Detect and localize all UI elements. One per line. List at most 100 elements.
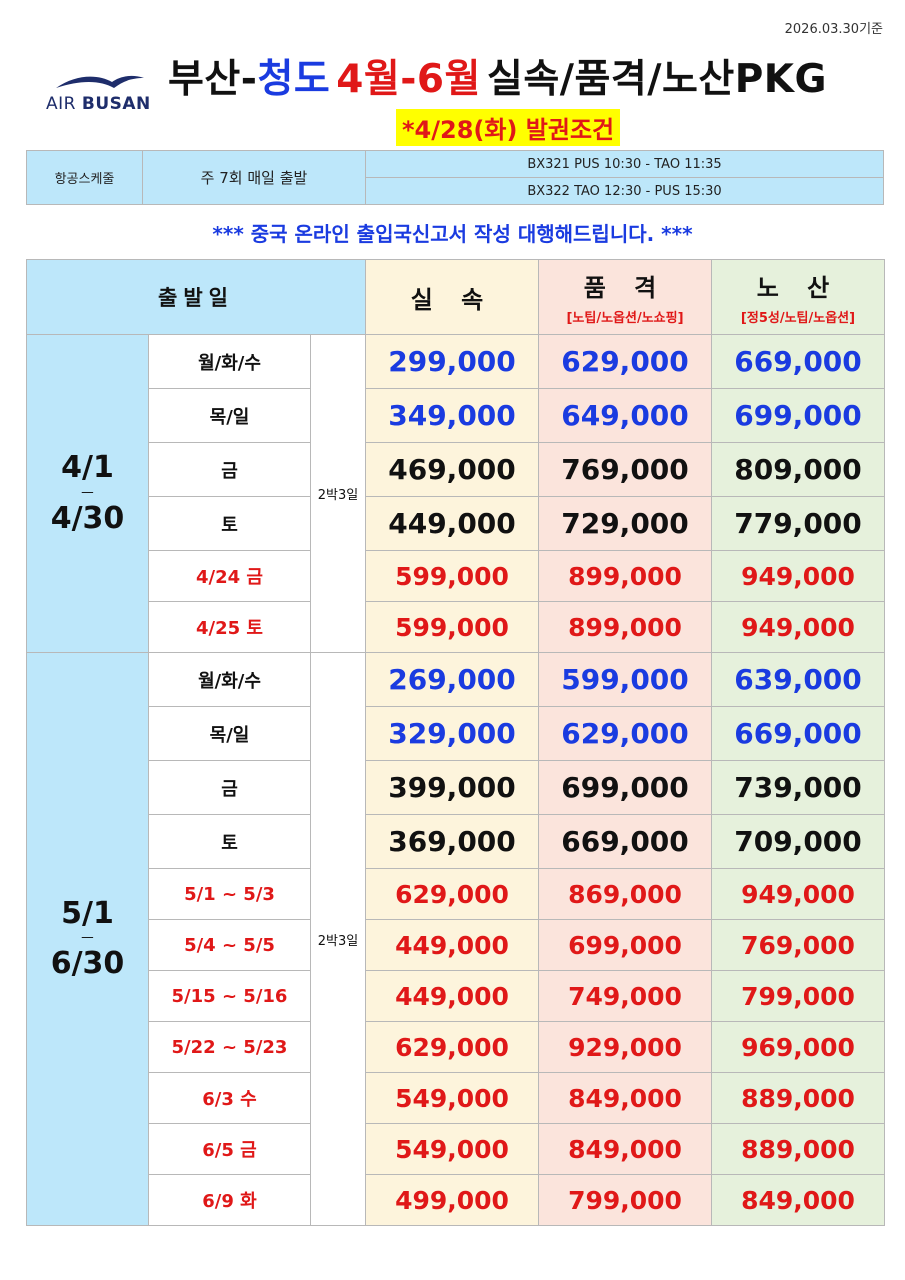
table-row: 4/25 토 599,000 899,000 949,000 [27, 601, 885, 653]
price-noshop: 799,000 [711, 970, 885, 1022]
departure-day: 토 [148, 814, 311, 869]
title-period: 4월-6월 [336, 57, 481, 102]
table-row: 5/15 ~ 5/16 449,000 749,000 799,000 [27, 970, 885, 1022]
price-premium: 729,000 [538, 496, 712, 551]
price-noshop: 699,000 [711, 388, 885, 443]
price-basic: 369,000 [365, 814, 539, 869]
price-basic: 599,000 [365, 550, 539, 602]
logo-text-busan: BUSAN [81, 94, 151, 114]
header-premium-label: 품 격 [583, 274, 667, 302]
price-noshop: 889,000 [711, 1072, 885, 1124]
logo-text-air: AIR [46, 94, 76, 114]
header-premium: 품 격 [노팁/노옵션/노쇼핑] [538, 259, 712, 335]
departure-day: 5/1 ~ 5/3 [148, 868, 311, 920]
price-premium: 849,000 [538, 1072, 712, 1124]
price-premium: 799,000 [538, 1174, 712, 1226]
price-basic: 499,000 [365, 1174, 539, 1226]
price-noshop: 969,000 [711, 1021, 885, 1073]
table-row: 5/1 ㅡ 6/30 월/화/수 2박3일 269,000 599,000 639,000 [26, 652, 885, 1226]
price-noshop: 849,000 [711, 1174, 885, 1226]
departure-day: 목/일 [148, 388, 311, 443]
price-premium: 699,000 [538, 760, 712, 815]
table-row: 토 369,000 669,000 709,000 [27, 814, 885, 869]
table-row: 5/22 ~ 5/23 629,000 929,000 969,000 [27, 1021, 885, 1073]
table-row: 5/1 ~ 5/3 629,000 869,000 949,000 [27, 868, 885, 920]
price-noshop: 769,000 [711, 919, 885, 971]
departure-day: 금 [148, 442, 311, 497]
price-premium: 869,000 [538, 868, 712, 920]
table-row: 목/일 349,000 649,000 699,000 [27, 388, 885, 443]
price-basic: 299,000 [365, 334, 539, 389]
price-basic: 449,000 [365, 970, 539, 1022]
price-noshop: 949,000 [711, 601, 885, 653]
price-premium: 899,000 [538, 550, 712, 602]
price-premium: 749,000 [538, 970, 712, 1022]
price-basic: 549,000 [365, 1072, 539, 1124]
price-table: 출발일 실 속 품 격 [노팁/노옵션/노쇼핑] 노 산 [정5성/노팁/노옵션… [26, 259, 885, 1226]
price-basic: 599,000 [365, 601, 539, 653]
departure-day: 5/22 ~ 5/23 [148, 1021, 311, 1073]
departure-day: 6/9 화 [148, 1174, 311, 1226]
table-row: 토 449,000 729,000 779,000 [27, 496, 885, 551]
table-row: 5/4 ~ 5/5 449,000 699,000 769,000 [27, 919, 885, 971]
price-noshop: 639,000 [711, 652, 885, 707]
price-basic: 449,000 [365, 919, 539, 971]
period-start: 5/1 [61, 895, 114, 931]
arrival-card-notice: *** 중국 온라인 출입국신고서 작성 대행해드립니다. *** [212, 222, 693, 246]
table-row: 금 469,000 769,000 809,000 [27, 442, 885, 497]
period-dash: ㅡ [81, 485, 94, 502]
page-title: 부산-청도 4월-6월 실속/품격/노산PKG [168, 48, 827, 104]
table-row: 6/3 수 549,000 849,000 889,000 [27, 1072, 885, 1124]
price-basic: 329,000 [365, 706, 539, 761]
period-start: 4/1 [61, 450, 114, 485]
departure-day: 5/4 ~ 5/5 [148, 919, 311, 971]
seagull-logo-icon [56, 75, 144, 88]
header-basic-label: 실 속 [410, 285, 494, 314]
price-noshop: 739,000 [711, 760, 885, 815]
price-premium: 849,000 [538, 1123, 712, 1175]
price-premium: 649,000 [538, 388, 712, 443]
price-premium: 899,000 [538, 601, 712, 653]
table-row: 6/9 화 499,000 799,000 849,000 [27, 1174, 885, 1226]
departure-day: 5/15 ~ 5/16 [148, 970, 311, 1022]
flight-outbound: BX321 PUS 10:30 - TAO 11:35 [365, 150, 884, 178]
period-dash: ㅡ [81, 931, 94, 947]
table-row: 목/일 329,000 629,000 669,000 [27, 706, 885, 761]
price-basic: 629,000 [365, 868, 539, 920]
price-noshop: 889,000 [711, 1123, 885, 1175]
price-basic: 349,000 [365, 388, 539, 443]
header-noshop-label: 노 산 [756, 274, 840, 302]
logo-text: AIR BUSAN [46, 94, 151, 114]
price-premium: 599,000 [538, 652, 712, 707]
price-basic: 269,000 [365, 652, 539, 707]
price-noshop: 949,000 [711, 550, 885, 602]
departure-day: 4/25 토 [148, 601, 311, 653]
ticketing-condition-banner: *4/28(화) 발권조건 [396, 109, 621, 146]
departure-day: 목/일 [148, 706, 311, 761]
price-basic: 629,000 [365, 1021, 539, 1073]
departure-day: 금 [148, 760, 311, 815]
departure-day: 6/5 금 [148, 1123, 311, 1175]
departure-day: 월/화/수 [148, 652, 311, 707]
price-premium: 629,000 [538, 706, 712, 761]
departure-day: 4/24 금 [148, 550, 311, 602]
price-basic: 449,000 [365, 496, 539, 551]
header-noshop-sub: [정5성/노팁/노옵션] [740, 311, 856, 326]
table-row: 4/24 금 599,000 899,000 949,000 [27, 550, 885, 602]
departure-day: 토 [148, 496, 311, 551]
title-destination: 청도 [257, 57, 331, 102]
price-noshop: 709,000 [711, 814, 885, 869]
price-noshop: 669,000 [711, 334, 885, 389]
price-noshop: 949,000 [711, 868, 885, 920]
table-row: 4/1 ㅡ 4/30 월/화/수 2박3일 299,000 629,000 669,000 [26, 334, 885, 653]
departure-day: 월/화/수 [148, 334, 311, 389]
price-basic: 469,000 [365, 442, 539, 497]
price-premium: 699,000 [538, 919, 712, 971]
trip-duration: 2박3일 [310, 334, 366, 653]
price-premium: 769,000 [538, 442, 712, 497]
title-origin: 부산- [168, 57, 258, 102]
header-premium-sub: [노팁/노옵션/노쇼핑] [566, 311, 684, 326]
header-departure-date: 출발일 [26, 259, 366, 335]
price-premium: 669,000 [538, 814, 712, 869]
period-end: 4/30 [50, 500, 125, 536]
